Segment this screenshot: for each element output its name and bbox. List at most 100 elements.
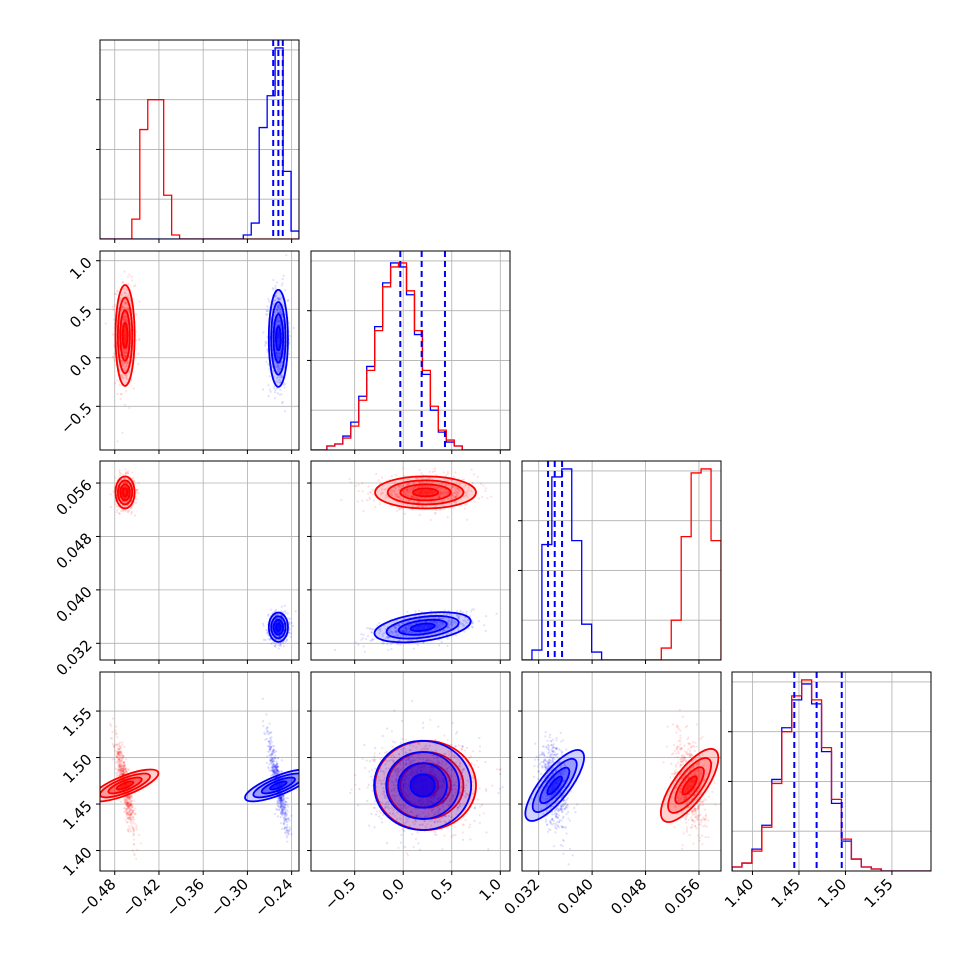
sample-point [124, 801, 127, 804]
sample-point [131, 821, 134, 824]
sample-point [420, 610, 423, 614]
sample-point [117, 761, 120, 764]
sample-point [280, 804, 284, 808]
sample-point [405, 629, 408, 632]
sample-point [412, 647, 415, 650]
sample-point [122, 761, 126, 765]
sample-point [274, 307, 278, 310]
sample-point [123, 772, 126, 775]
sample-point [125, 389, 128, 393]
sample-point [411, 487, 414, 490]
sample-point [278, 356, 281, 359]
sample-point [119, 773, 122, 776]
sample-point [128, 795, 131, 799]
sample-point [273, 771, 276, 774]
histogram-red-step [522, 468, 721, 660]
sample-point [285, 831, 288, 835]
sample-point [113, 358, 116, 361]
grid-0-0 [100, 40, 299, 239]
sample-point [280, 799, 283, 802]
sample-point [435, 508, 438, 512]
sample-point [123, 354, 127, 358]
sample-point [442, 492, 445, 495]
sample-point [131, 818, 134, 821]
sample-point [280, 284, 284, 287]
sample-point [124, 351, 127, 354]
sample-point [433, 485, 436, 488]
sample-point [417, 501, 420, 504]
sample-point [127, 309, 130, 312]
sample-point [269, 731, 272, 735]
sample-point [121, 767, 124, 770]
sample-point [124, 481, 127, 484]
sample-point [279, 804, 282, 807]
sample-point [447, 626, 450, 629]
sample-point [117, 758, 120, 761]
sample-point [119, 753, 122, 756]
sample-point [277, 304, 280, 307]
sample-point [268, 388, 272, 391]
sample-point [119, 751, 122, 755]
sample-point [121, 773, 124, 776]
sample-point [278, 797, 281, 800]
sample-point [274, 284, 277, 287]
sample-point [118, 751, 121, 754]
sample-point [431, 620, 434, 623]
sample-point [119, 767, 123, 770]
sample-point [121, 770, 125, 773]
sample-point [124, 476, 127, 480]
sample-point [380, 488, 384, 491]
sample-point [118, 742, 121, 746]
sample-point [280, 393, 283, 396]
sample-point [438, 617, 441, 620]
sample-point [435, 626, 439, 629]
sample-point [126, 805, 129, 808]
sample-point [124, 819, 127, 822]
sample-point [418, 481, 421, 484]
sample-point [267, 733, 270, 736]
sample-point [460, 622, 463, 625]
sample-point [288, 631, 291, 634]
sample-point [362, 509, 365, 513]
sample-point [406, 494, 409, 497]
sample-point [131, 476, 135, 479]
sample-point [395, 626, 398, 629]
sample-point [137, 481, 140, 485]
sample-point [127, 817, 130, 820]
sample-point [264, 638, 267, 642]
sample-point [125, 319, 128, 322]
sample-point [417, 496, 420, 500]
sample-point [123, 497, 126, 500]
sample-point [118, 752, 121, 755]
sample-point [414, 610, 417, 613]
sample-point [280, 770, 284, 773]
sample-point [404, 627, 408, 630]
sample-point [278, 355, 281, 358]
sample-point [272, 767, 275, 770]
sample-point [484, 629, 487, 633]
sample-point [283, 410, 286, 413]
sample-point [129, 804, 132, 807]
sample-point [382, 642, 385, 645]
sample-point [275, 352, 279, 355]
sample-point [131, 811, 134, 814]
sample-point [274, 770, 277, 773]
sample-point [129, 803, 132, 806]
density-fill [412, 488, 439, 497]
sample-point [115, 293, 118, 296]
sample-point [124, 797, 127, 800]
sample-point [132, 832, 135, 835]
sample-point [124, 355, 127, 358]
sample-point [126, 796, 129, 799]
sample-point [388, 632, 392, 635]
sample-point [123, 481, 126, 484]
sample-point [436, 621, 439, 624]
sample-point [125, 318, 128, 321]
sample-point [134, 501, 138, 504]
sample-point [274, 772, 277, 775]
sample-point [403, 493, 407, 496]
sample-point [379, 630, 382, 633]
sample-point [466, 622, 469, 625]
density-contour [119, 483, 131, 502]
sample-point [262, 724, 265, 728]
